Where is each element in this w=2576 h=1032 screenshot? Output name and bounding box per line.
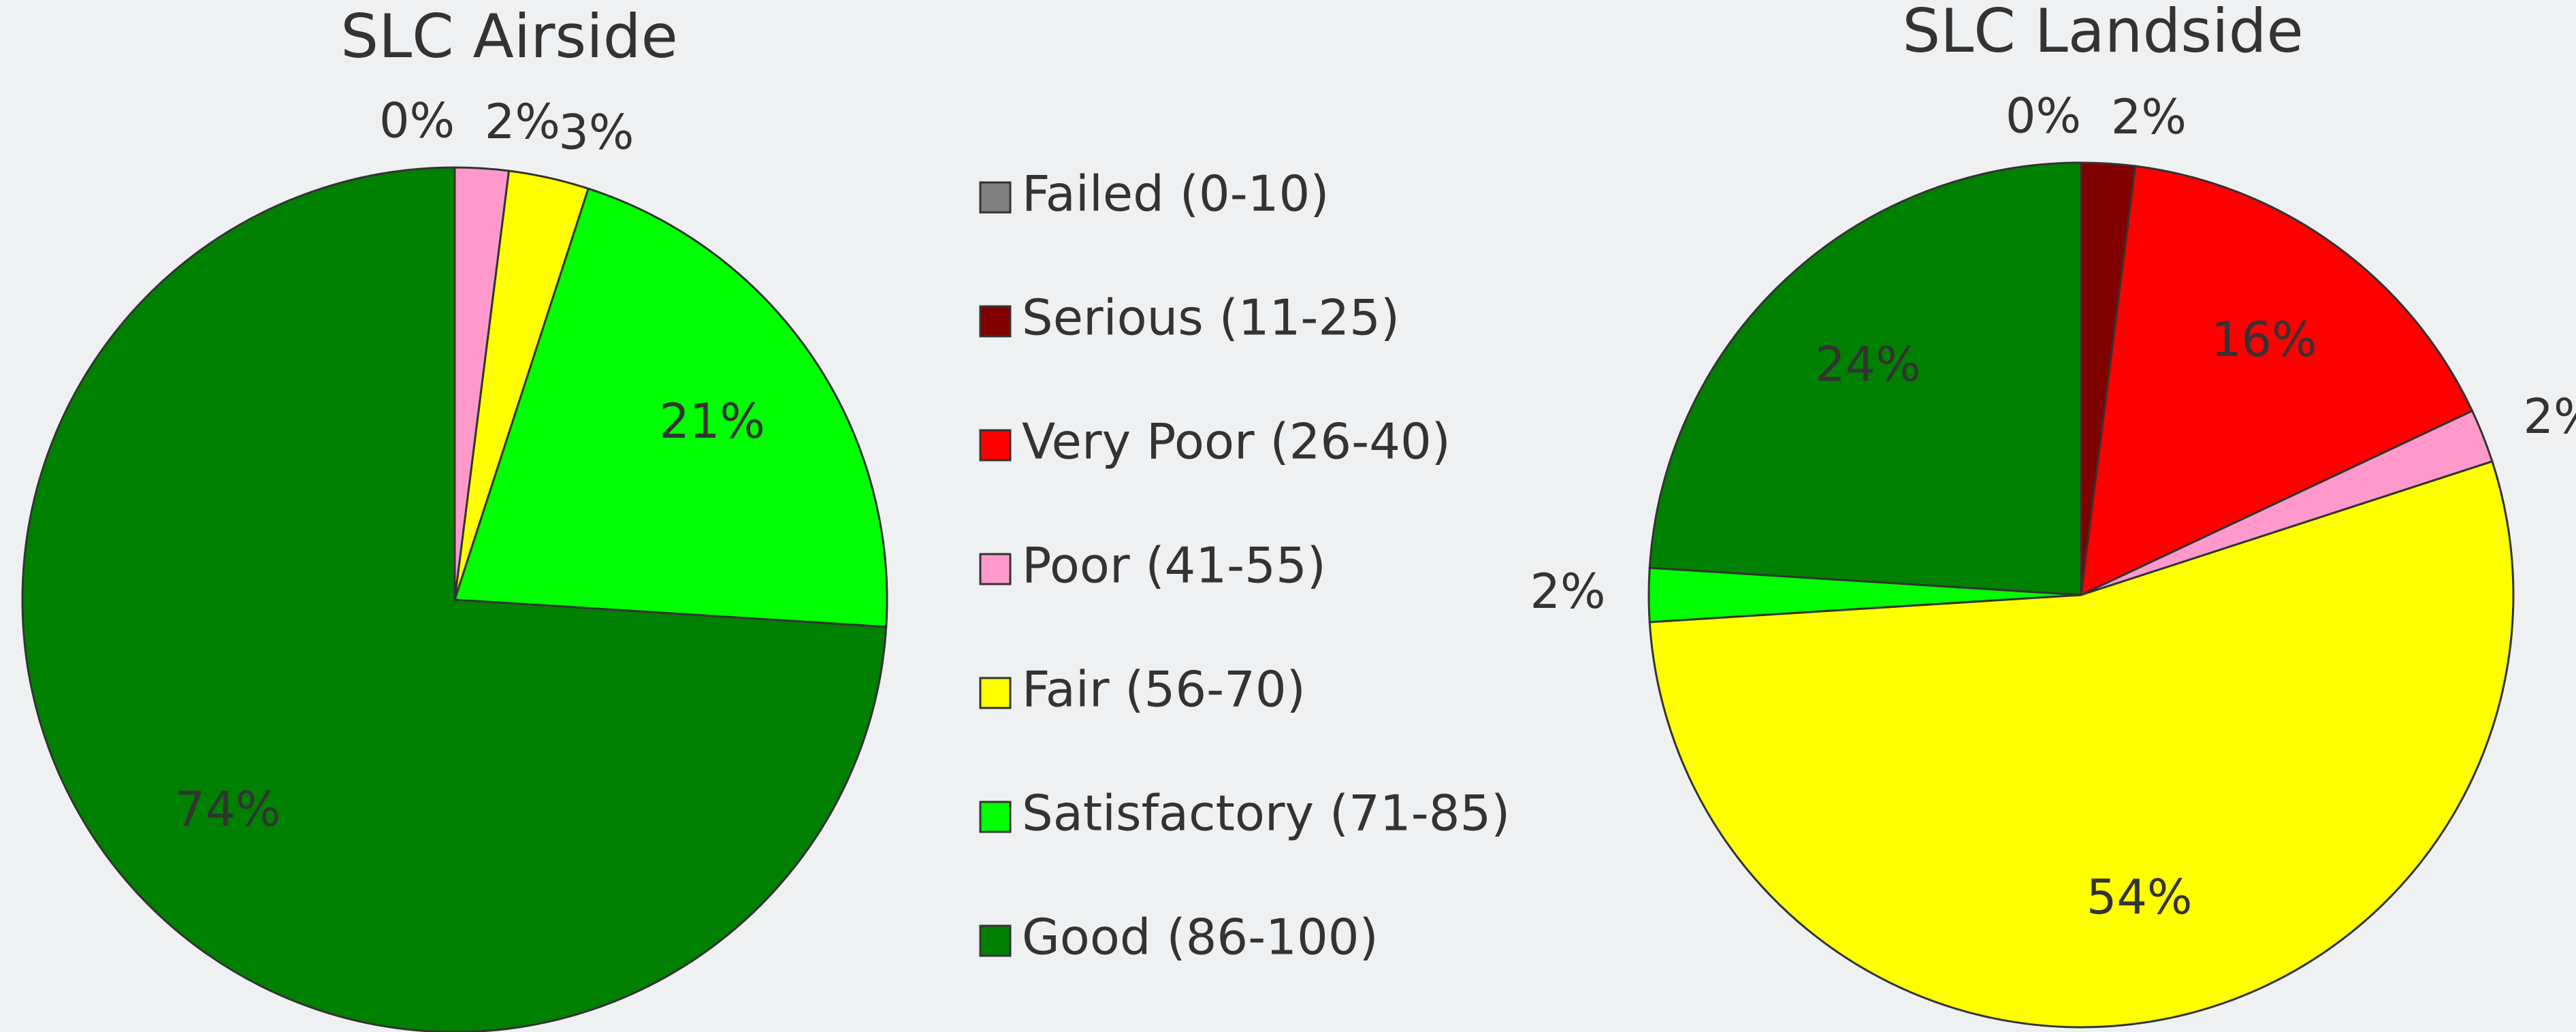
legend-label: Good (86-100) — [1022, 909, 1379, 966]
pie-slice — [1648, 161, 2082, 596]
data-label: 16% — [2211, 312, 2317, 368]
legend-swatch — [979, 429, 1012, 462]
data-label: 21% — [659, 393, 765, 449]
legend-label: Very Poor (26-40) — [1022, 413, 1451, 470]
legend-swatch — [979, 305, 1012, 338]
legend-label: Serious (11-25) — [1022, 289, 1400, 346]
data-label: 24% — [1815, 337, 1921, 393]
pie-slice — [21, 166, 888, 1032]
data-label: 2% — [485, 94, 560, 150]
legend-label: Satisfactory (71-85) — [1022, 785, 1510, 842]
chart-title: SLC Airside — [340, 1, 677, 71]
legend-swatch — [979, 801, 1012, 833]
pie-slice — [1648, 459, 2515, 1029]
legend-label: Failed (0-10) — [1022, 165, 1329, 223]
data-label: 2% — [2111, 89, 2187, 145]
data-label: 74% — [175, 781, 281, 837]
pie-slice — [2080, 165, 2474, 597]
data-label: 2% — [2523, 389, 2576, 445]
data-label: 3% — [558, 104, 634, 160]
data-label: 54% — [2087, 869, 2193, 925]
pie-slice — [453, 187, 888, 628]
legend-swatch — [979, 924, 1012, 957]
data-label: 0% — [2006, 88, 2081, 144]
data-label: 0% — [379, 93, 455, 149]
chart-title: SLC Landside — [1902, 0, 2303, 66]
legend-label: Fair (56-70) — [1022, 661, 1306, 718]
data-label: 2% — [1530, 564, 1605, 619]
legend-swatch — [979, 553, 1012, 585]
legend-label: Poor (41-55) — [1022, 537, 1326, 594]
legend-swatch — [979, 677, 1012, 709]
legend-swatch — [979, 181, 1012, 214]
